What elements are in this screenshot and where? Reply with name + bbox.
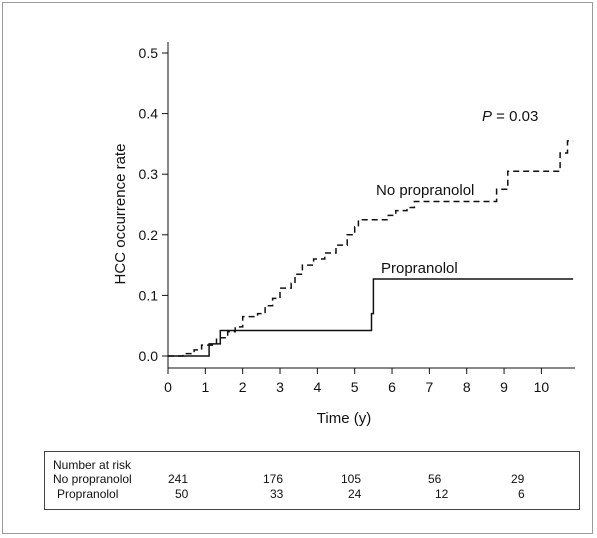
x-tick-label: 9 — [500, 379, 508, 395]
x-tick-label: 10 — [534, 379, 550, 395]
risk-cell: 29 — [511, 472, 525, 486]
y-tick-label: 0.3 — [139, 166, 159, 182]
series-label-propranolol: Propranolol — [381, 260, 458, 277]
chart-axes: 0.0 0.1 0.2 0.3 0.4 0.5 0 1 2 3 4 5 6 7 8 9 10 — [139, 42, 575, 395]
x-tick-label: 6 — [388, 379, 396, 395]
km-chart: 0.0 0.1 0.2 0.3 0.4 0.5 0 1 2 3 4 5 6 7 8 9 10 No propra… — [112, 42, 575, 427]
series-line-propranolol — [168, 278, 574, 357]
x-tick-label: 7 — [425, 379, 433, 395]
p-value-prefix: P — [482, 108, 492, 125]
risk-table: Number at risk No propranolol 241 176 10… — [44, 451, 580, 510]
risk-table-heading: Number at risk — [53, 458, 132, 472]
risk-cell: 33 — [270, 487, 284, 501]
x-tick-label: 3 — [276, 379, 284, 395]
y-tick-label: 0.4 — [139, 106, 159, 122]
risk-cell: 105 — [341, 472, 362, 486]
risk-row-label-no-propranolol: No propranolol — [53, 472, 132, 486]
risk-cell: 6 — [518, 487, 525, 501]
x-tick-label: 0 — [164, 379, 172, 395]
x-tick-label: 1 — [201, 379, 209, 395]
y-tick-label: 0.2 — [139, 227, 159, 243]
series-label-no-propranolol: No propranolol — [376, 182, 474, 199]
risk-cell: 50 — [175, 487, 189, 501]
y-tick-label: 0.0 — [139, 348, 159, 364]
figure-frame — [2, 2, 593, 534]
y-tick-label: 0.1 — [139, 287, 159, 303]
p-value-text: = 0.03 — [492, 108, 538, 125]
y-tick-label: 0.5 — [139, 45, 159, 61]
risk-cell: 56 — [428, 472, 442, 486]
x-tick-label: 8 — [463, 379, 471, 395]
x-axis-label: Time (y) — [317, 410, 371, 427]
risk-cell: 24 — [348, 487, 362, 501]
p-value-annotation: P = 0.03 — [482, 108, 538, 125]
risk-cell: 176 — [263, 472, 284, 486]
series-layer — [168, 140, 574, 357]
risk-cell: 241 — [168, 472, 189, 486]
x-tick-label: 5 — [351, 379, 359, 395]
y-axis-label: HCC occurrence rate — [112, 144, 129, 285]
series-line-no-propranolol — [168, 140, 574, 357]
risk-row-label-propranolol: Propranolol — [57, 487, 119, 501]
risk-cell: 12 — [435, 487, 449, 501]
x-tick-label: 4 — [313, 379, 321, 395]
x-tick-label: 2 — [239, 379, 247, 395]
